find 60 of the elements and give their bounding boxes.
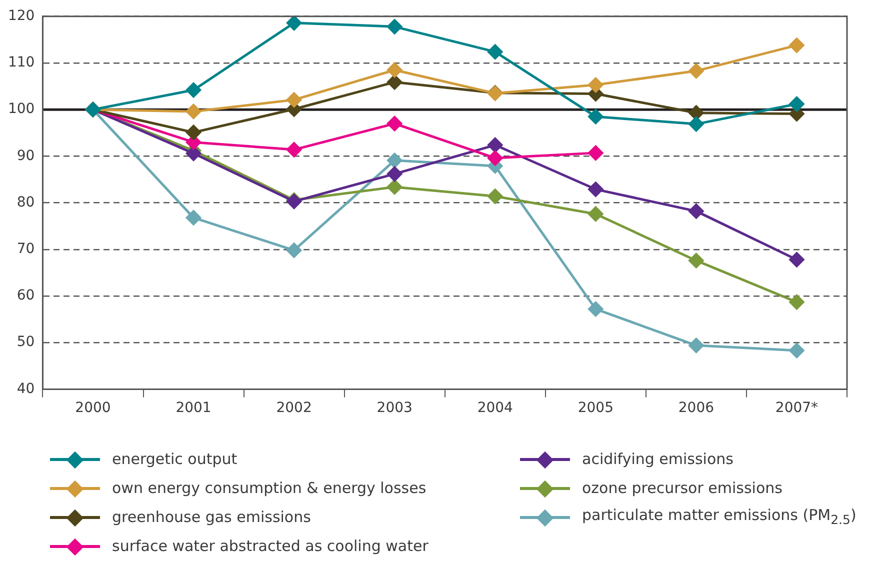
y-tick-label: 110 bbox=[8, 54, 35, 71]
point bbox=[186, 104, 202, 120]
point bbox=[386, 166, 402, 182]
point bbox=[688, 203, 704, 219]
point bbox=[788, 252, 804, 268]
legend-label: greenhouse gas emissions bbox=[112, 508, 311, 526]
y-tick-label: 120 bbox=[8, 8, 35, 24]
point bbox=[487, 44, 503, 60]
point bbox=[788, 96, 804, 112]
point bbox=[487, 137, 503, 153]
x-tick-label: 2005 bbox=[578, 400, 614, 416]
point bbox=[386, 62, 402, 78]
point bbox=[588, 301, 604, 317]
point bbox=[487, 150, 503, 166]
x-tick-label: 2000 bbox=[75, 400, 111, 416]
x-tick-label: 2007* bbox=[775, 400, 818, 416]
legend-label: particulate matter emissions (PM$_{2.5}$) bbox=[582, 506, 856, 527]
point bbox=[688, 252, 704, 268]
point bbox=[386, 179, 402, 195]
legend-label: acidifying emissions bbox=[582, 450, 734, 468]
y-tick-label: 60 bbox=[16, 288, 35, 304]
point bbox=[186, 146, 202, 162]
point bbox=[186, 210, 202, 226]
point bbox=[286, 242, 302, 258]
legend-label: ozone precursor emissions bbox=[582, 478, 782, 496]
point bbox=[588, 206, 604, 222]
point bbox=[386, 74, 402, 90]
legend-label: energetic output bbox=[112, 450, 238, 468]
x-tick-label: 2004 bbox=[477, 400, 514, 416]
y-tick-label: 40 bbox=[16, 380, 35, 397]
point bbox=[286, 92, 302, 108]
point bbox=[386, 152, 402, 168]
point bbox=[588, 182, 604, 198]
point bbox=[286, 16, 302, 31]
point bbox=[688, 116, 704, 132]
point bbox=[688, 63, 704, 79]
legend-label: own energy consumption & energy losses bbox=[112, 478, 426, 496]
point bbox=[688, 338, 704, 354]
point bbox=[386, 116, 402, 132]
x-tick-label: 2002 bbox=[276, 400, 312, 416]
point bbox=[588, 77, 604, 93]
point bbox=[788, 342, 804, 358]
x-tick-label: 2003 bbox=[376, 400, 412, 416]
point bbox=[788, 38, 804, 54]
point bbox=[186, 124, 202, 140]
y-tick-label: 50 bbox=[16, 334, 35, 350]
point bbox=[487, 188, 503, 204]
point bbox=[788, 294, 804, 310]
y-tick-label: 70 bbox=[16, 241, 35, 258]
x-tick-label: 2001 bbox=[176, 400, 212, 416]
point bbox=[186, 82, 202, 98]
y-tick-label: 80 bbox=[16, 194, 35, 210]
x-tick-label: 2006 bbox=[678, 400, 714, 416]
y-tick-label: 100 bbox=[8, 101, 35, 118]
point bbox=[588, 145, 604, 161]
point bbox=[386, 18, 402, 34]
y-tick-label: 90 bbox=[16, 148, 35, 164]
legend-label: surface water abstracted as cooling water bbox=[112, 536, 428, 554]
point bbox=[588, 108, 604, 124]
point bbox=[286, 142, 302, 158]
